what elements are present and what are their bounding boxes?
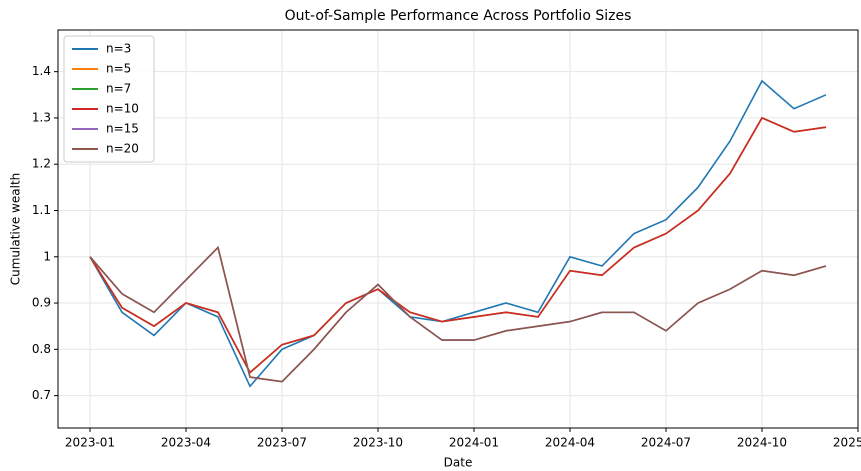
x-tick-label: 2023-01 <box>65 436 115 450</box>
legend-label: n=3 <box>106 42 131 56</box>
legend-box <box>63 35 155 163</box>
series-line <box>89 116 827 374</box>
series-line <box>89 79 827 388</box>
y-tick-label: 1.2 <box>32 157 51 171</box>
x-tick-label: 2024-04 <box>545 436 595 450</box>
y-tick-label: 0.8 <box>32 342 51 356</box>
y-tick-label: 0.7 <box>32 388 51 402</box>
legend: n=3 n=5 n=7 n=10 n=15 n=20 <box>63 35 155 163</box>
legend-label: n=10 <box>106 102 139 116</box>
x-tick-label: 2023-07 <box>257 436 307 450</box>
y-axis-label: Cumulative wealth <box>9 173 23 286</box>
x-tick-label: 2024-07 <box>641 436 691 450</box>
x-axis-label: Date <box>444 456 473 470</box>
legend-label: n=15 <box>106 122 139 136</box>
plot-frame <box>57 29 859 429</box>
x-tick-label: 2023-04 <box>161 436 211 450</box>
y-tick-label: 0.9 <box>32 296 51 310</box>
x-tick-label: 2024-10 <box>737 436 787 450</box>
x-tick-label: 2025-01 <box>833 436 861 450</box>
y-tick-label: 1.1 <box>32 203 51 217</box>
y-tick-label: 1 <box>43 249 51 263</box>
series-line <box>89 116 827 374</box>
legend-label: n=5 <box>106 62 131 76</box>
y-tick-label: 1.4 <box>32 64 51 78</box>
series-line <box>89 245 827 383</box>
y-tick-label: 1.3 <box>32 110 51 124</box>
series-line <box>89 245 827 383</box>
series-line <box>89 116 827 374</box>
legend-label: n=20 <box>106 142 139 156</box>
x-tick-label: 2024-01 <box>449 436 499 450</box>
legend-label: n=7 <box>106 82 131 96</box>
chart-title: Out-of-Sample Performance Across Portfol… <box>285 8 632 24</box>
x-tick-label: 2023-10 <box>353 436 403 450</box>
